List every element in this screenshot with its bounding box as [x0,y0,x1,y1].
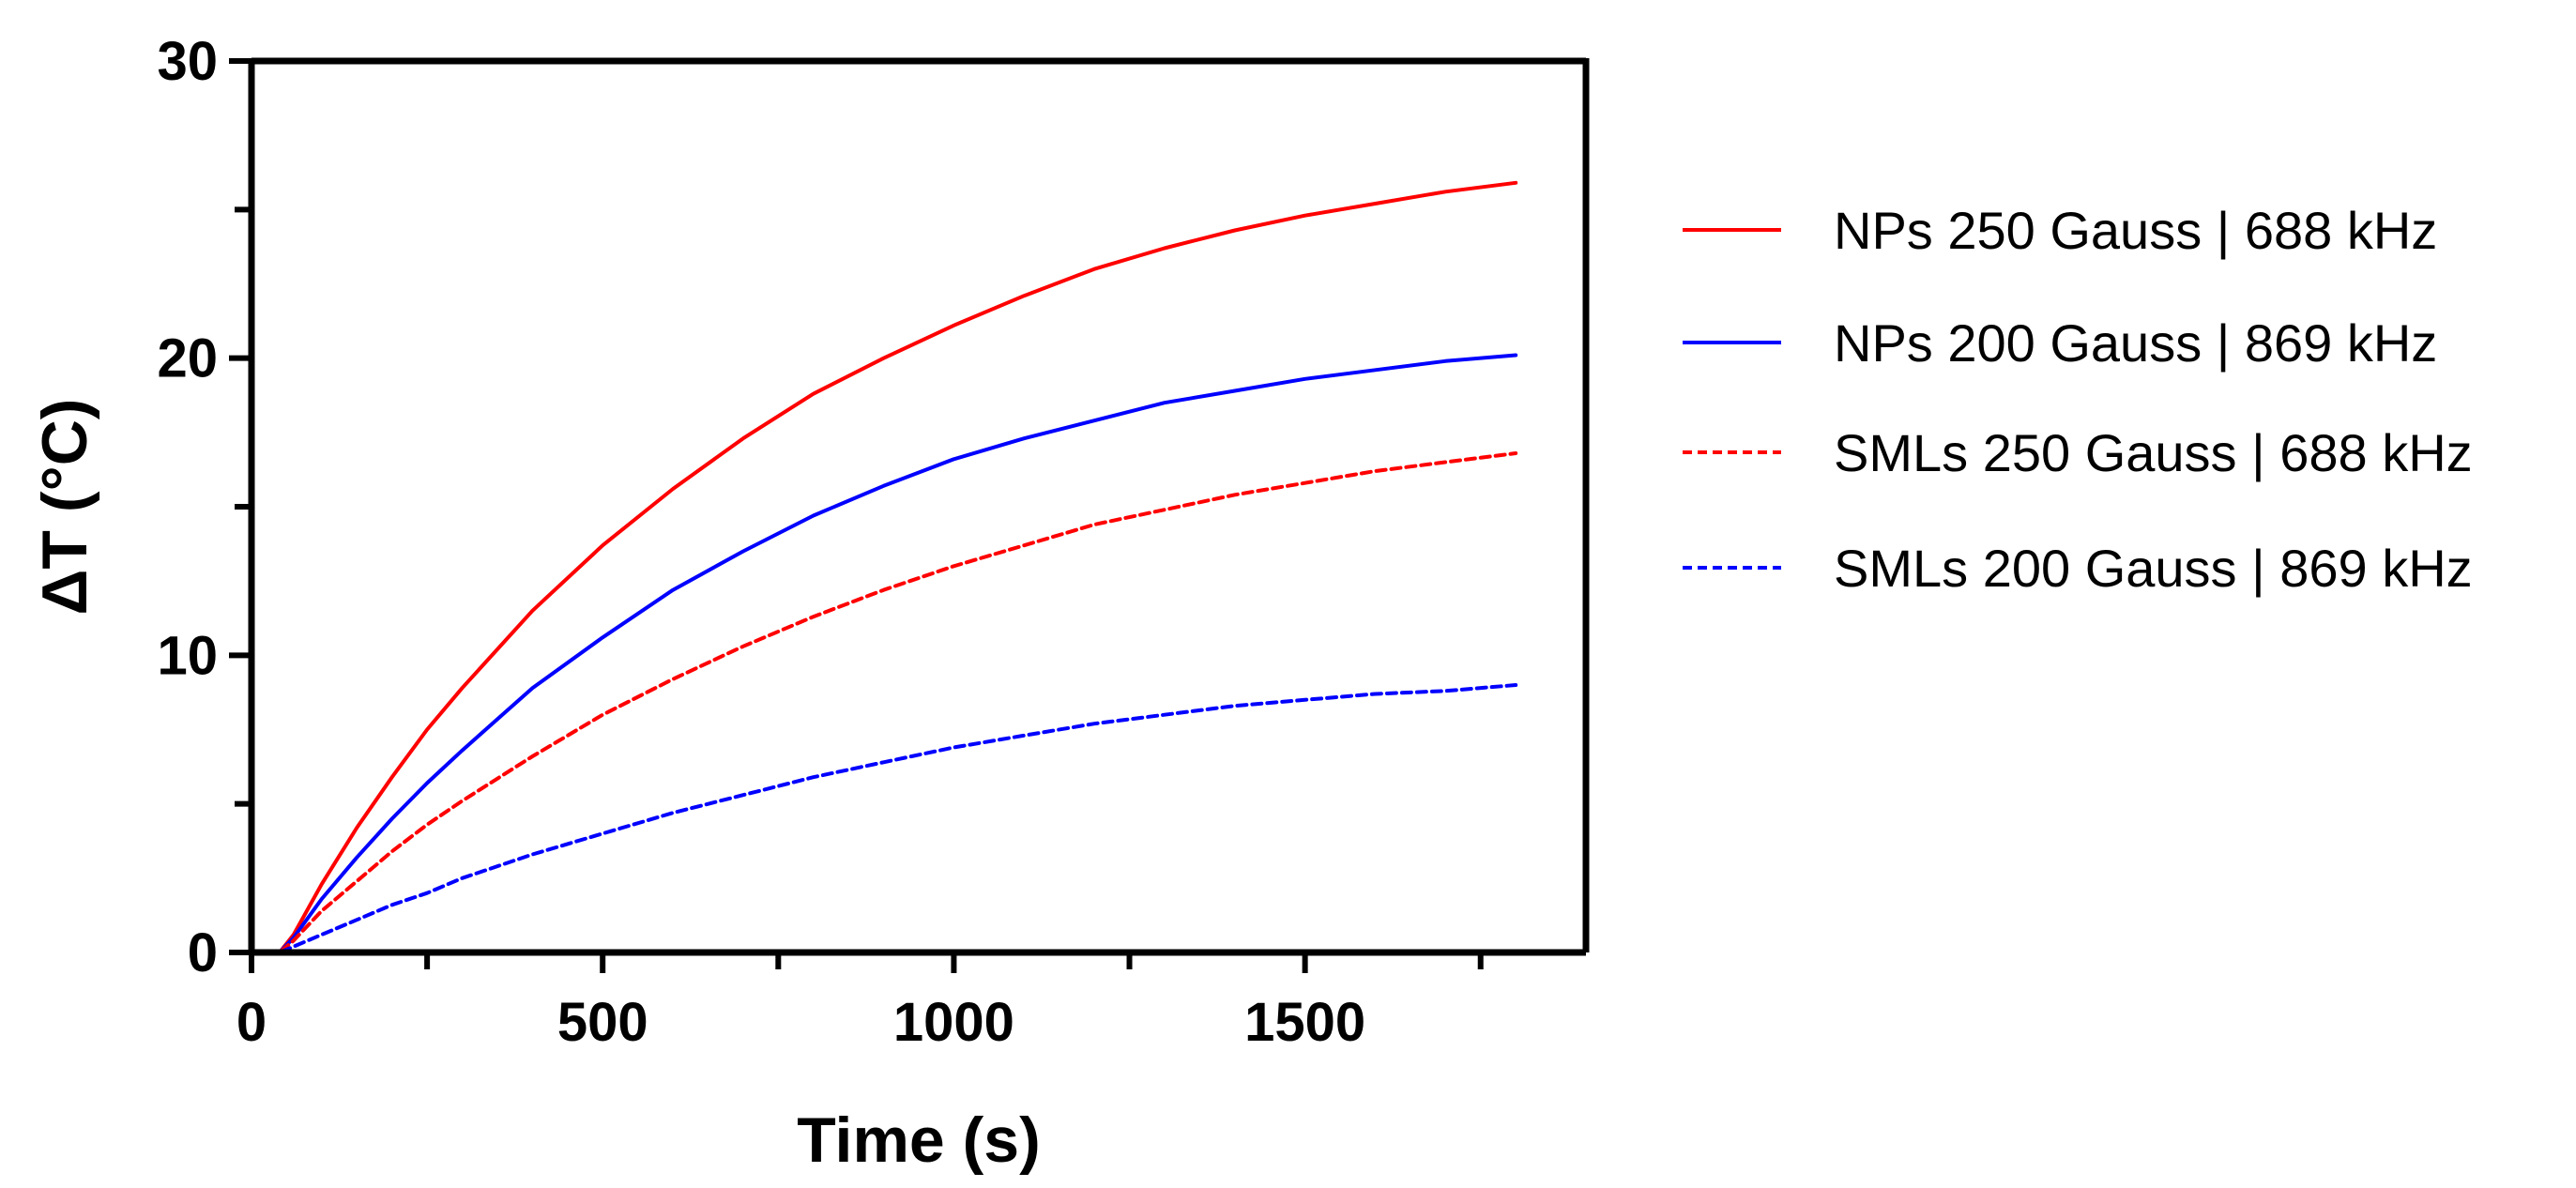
legend-label-1: NPs 250 Gauss | 688 kHz [1834,201,2437,260]
legend: NPs 250 Gauss | 688 kHz NPs 200 Gauss | 8… [1683,201,2473,598]
series-line-4 [250,683,1518,954]
x-tick-label: 1500 [1244,992,1365,1053]
x-tick-label: 0 [236,992,267,1053]
plot-area: 0 500 1000 1500 0 10 20 30 [157,31,1590,1053]
y-tick-label: 10 [157,625,218,686]
x-tick-label: 500 [557,992,648,1053]
legend-label-2: NPs 200 Gauss | 869 kHz [1834,313,2437,373]
y-tick-label: 0 [188,922,218,983]
y-tick-label: 20 [157,328,218,389]
legend-label-3: SMLs 250 Gauss | 688 kHz [1834,423,2473,482]
legend-label-4: SMLs 200 Gauss | 869 kHz [1834,539,2473,598]
y-axis-title: ΔT (°C) [29,399,100,616]
series-line-2 [250,353,1518,954]
x-tick-label: 1000 [893,992,1014,1053]
ticks-group: 0 500 1000 1500 0 10 20 30 [157,31,1484,1053]
x-axis-title: Time (s) [797,1104,1040,1176]
series-group [250,180,1518,954]
series-line-1 [250,180,1518,954]
series-line-3 [250,451,1518,954]
y-tick-label: 30 [157,31,218,92]
